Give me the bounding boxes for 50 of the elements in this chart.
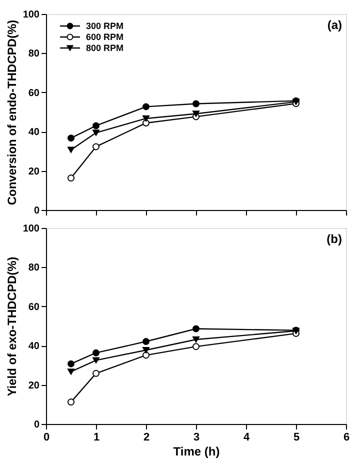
point: [92, 143, 100, 150]
point: [68, 146, 74, 153]
y-tick-label: 0: [34, 420, 40, 430]
point: [192, 336, 200, 343]
x-tick-label: 6: [343, 432, 350, 444]
annotation: (b): [326, 232, 342, 246]
point: [142, 115, 150, 122]
point: [142, 352, 150, 359]
point: [68, 134, 74, 142]
legend-label: 600 RPM: [86, 32, 124, 42]
point: [68, 368, 74, 375]
y-tick-label: 60: [28, 88, 40, 99]
y-tick-label: 0: [34, 206, 40, 216]
point: [68, 360, 74, 368]
point: [68, 174, 74, 182]
point: [92, 349, 100, 356]
x-tick-label: 2: [143, 432, 150, 444]
point: [192, 100, 200, 108]
point: [92, 357, 100, 364]
point: [142, 338, 150, 345]
y-tick-label: 100: [22, 10, 40, 20]
point: [192, 110, 200, 117]
point: [68, 398, 74, 406]
y-tick-label: 60: [28, 302, 40, 313]
y-tick-label: 80: [28, 262, 40, 274]
x-tick-label: 5: [293, 432, 300, 444]
y-axis-title: Yield of exo-THDCPD(%): [4, 256, 19, 396]
point: [142, 119, 150, 126]
y-tick-label: 80: [28, 48, 40, 60]
x-tick-label: 0: [43, 432, 50, 444]
legend-label: 300 RPM: [86, 21, 124, 31]
point: [92, 130, 100, 136]
point: [142, 347, 150, 354]
y-tick-label: 20: [28, 380, 40, 392]
point: [92, 370, 100, 377]
y-tick-label: 100: [22, 224, 40, 234]
y-tick-label: 20: [28, 166, 40, 178]
y-axis-title: Conversion of endo-THDCPD(%): [4, 20, 19, 206]
x-tick-label: 1: [93, 432, 100, 444]
point: [192, 325, 200, 332]
point: [142, 103, 150, 110]
x-tick-label: 3: [193, 432, 200, 444]
x-axis-title: Time (h): [173, 444, 220, 458]
annotation: (a): [327, 18, 342, 32]
y-tick-label: 40: [28, 341, 40, 352]
point: [92, 122, 100, 130]
x-tick-label: 4: [243, 432, 250, 444]
point: [192, 343, 200, 350]
legend-label: 800 RPM: [86, 43, 124, 53]
y-tick-label: 40: [28, 127, 40, 138]
